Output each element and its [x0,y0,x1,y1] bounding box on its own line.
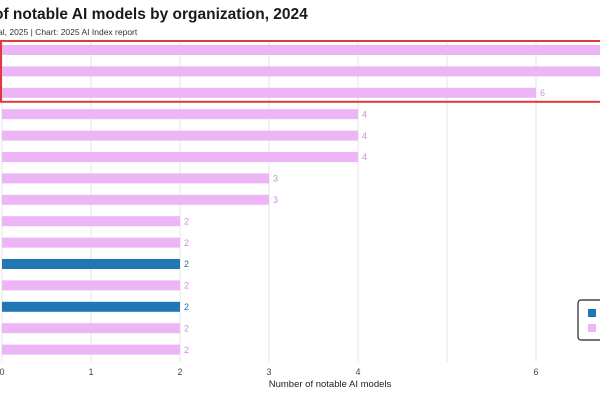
x-tick-label: 1 [88,367,93,377]
x-tick-label: 4 [355,367,360,377]
bar [2,344,180,355]
bar-value-label: 4 [362,109,367,119]
bar-value-label: 2 [184,238,189,248]
legend-box [577,299,600,341]
bar-value-label: 6 [540,88,545,98]
bar [2,237,180,248]
bar-value-label: 2 [184,345,189,355]
bar [2,301,180,312]
bar [2,194,269,205]
x-tick-label: 2 [177,367,182,377]
bar [2,66,600,77]
x-tick-label: 0 [0,367,5,377]
chart-source: al, 2025 | Chart: 2025 AI Index report [0,27,138,37]
legend-swatch-default [588,324,596,332]
bar-value-label: 2 [184,259,189,269]
bar [2,323,180,334]
bar [2,259,180,269]
chart-title: of notable AI models by organization, 20… [0,6,308,23]
bar-value-label: 3 [273,174,278,184]
x-tick-label: 6 [533,367,538,377]
bar [2,173,269,184]
highlight-box [0,40,600,103]
bar [2,109,358,120]
bar-value-label: 2 [184,216,189,226]
bar-value-label: 2 [184,281,189,291]
bar [2,87,536,98]
bar-value-label: 2 [184,302,189,312]
x-axis-label: Number of notable AI models [269,379,392,390]
bar-value-label: 2 [184,323,189,333]
bar-value-label: 3 [273,195,278,205]
bar [2,45,600,55]
bar-value-label: 4 [362,152,367,162]
legend-swatch-highlight [588,309,596,317]
bar [2,152,358,162]
bar [2,130,358,141]
bar [2,216,180,227]
bar [2,280,180,291]
x-tick-label: 3 [266,367,271,377]
bar-value-label: 4 [362,131,367,141]
